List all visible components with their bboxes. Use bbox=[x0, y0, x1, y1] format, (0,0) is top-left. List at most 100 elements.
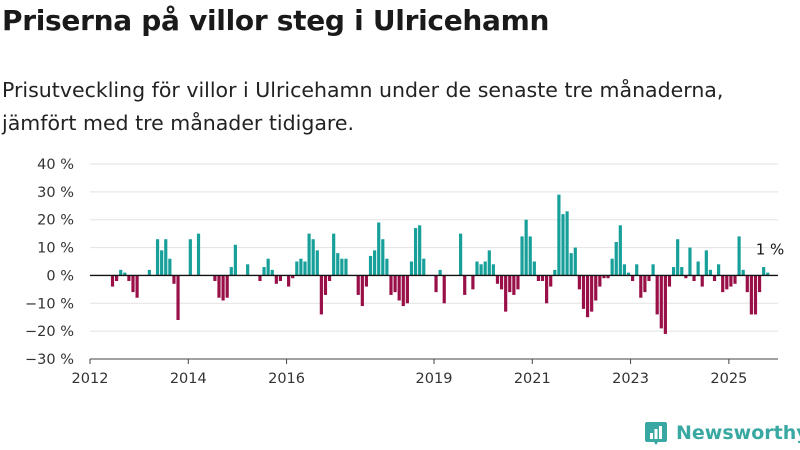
bar-negative bbox=[659, 275, 663, 329]
bar-positive bbox=[418, 225, 422, 276]
x-tick-label: 2023 bbox=[612, 371, 649, 387]
bar-negative bbox=[135, 275, 139, 298]
bar-positive bbox=[524, 219, 528, 276]
bars bbox=[110, 194, 770, 334]
x-tick-label: 2021 bbox=[514, 371, 551, 387]
bar-positive bbox=[188, 239, 192, 276]
bar-positive bbox=[704, 250, 708, 276]
bar-positive bbox=[409, 261, 414, 276]
bar-negative bbox=[745, 275, 749, 293]
bar-negative bbox=[131, 275, 135, 293]
bar-positive bbox=[340, 258, 344, 276]
bar-negative bbox=[127, 275, 131, 281]
bar-positive bbox=[479, 264, 483, 276]
bar-positive bbox=[422, 258, 426, 276]
bar-positive bbox=[676, 239, 680, 276]
bar-positive bbox=[483, 261, 487, 276]
y-tick-label: −20 % bbox=[25, 324, 74, 340]
bar-positive bbox=[344, 258, 348, 276]
bar-negative bbox=[655, 275, 659, 315]
bar-positive bbox=[557, 194, 561, 276]
bar-negative bbox=[217, 275, 221, 298]
y-tick-label: 0 % bbox=[46, 268, 74, 284]
bar-positive bbox=[160, 250, 164, 276]
bar-negative bbox=[471, 275, 475, 290]
y-tick-label: −10 % bbox=[25, 296, 74, 312]
x-tick-label: 2019 bbox=[416, 371, 453, 387]
bar-negative bbox=[176, 275, 180, 320]
y-tick-labels: 40 % 30 % 20 % 10 % 0 % −10 % −20 % −30 % bbox=[25, 157, 74, 368]
bar-positive bbox=[147, 269, 151, 276]
bar-negative bbox=[274, 275, 278, 284]
bar-positive bbox=[717, 264, 721, 276]
bar-negative bbox=[643, 275, 647, 293]
bar-negative bbox=[647, 275, 651, 281]
bar-positive bbox=[377, 222, 381, 276]
bar-positive bbox=[373, 250, 377, 276]
newsworthy-logo-icon bbox=[645, 422, 667, 445]
bar-positive bbox=[168, 258, 172, 276]
bar-positive bbox=[413, 228, 418, 276]
bar-negative bbox=[590, 275, 594, 312]
bar-positive bbox=[246, 264, 250, 276]
bar-negative bbox=[606, 275, 610, 279]
bar-positive bbox=[266, 258, 270, 276]
bar-positive bbox=[155, 239, 160, 276]
bar-positive bbox=[119, 269, 123, 276]
bar-positive bbox=[311, 239, 315, 276]
bar-negative bbox=[512, 275, 516, 295]
bar-positive bbox=[561, 214, 565, 276]
bar-negative bbox=[725, 275, 729, 290]
bar-negative bbox=[549, 275, 553, 287]
bar-negative bbox=[581, 275, 586, 309]
bar-negative bbox=[397, 275, 401, 301]
x-tick-label: 2016 bbox=[268, 371, 305, 387]
x-tick-label: 2025 bbox=[710, 371, 747, 387]
bar-negative bbox=[221, 275, 225, 301]
bar-negative bbox=[278, 275, 283, 281]
bar-negative bbox=[225, 275, 229, 298]
bar-negative bbox=[172, 275, 176, 284]
bar-positive bbox=[381, 239, 385, 276]
bar-negative bbox=[667, 275, 672, 287]
brand-name: Newsworthy bbox=[676, 422, 800, 444]
bar-positive bbox=[553, 269, 557, 276]
y-tick-label: 20 % bbox=[37, 213, 74, 229]
bar-positive bbox=[671, 267, 676, 276]
bar-negative bbox=[684, 275, 688, 279]
bar-negative bbox=[721, 275, 725, 293]
bar-positive bbox=[610, 258, 614, 276]
bar-negative bbox=[733, 275, 737, 284]
bar-chart: 40 %30 %20 %10 %0 %−10 %−20 %−30 % 2012 2… bbox=[25, 157, 785, 387]
y-tick-label: 10 % bbox=[37, 241, 74, 257]
bar-negative bbox=[692, 275, 696, 281]
bar-positive bbox=[651, 264, 655, 276]
last-value-label: 1 % bbox=[756, 241, 785, 259]
bar-negative bbox=[585, 275, 590, 318]
bar-negative bbox=[434, 275, 438, 293]
bar-positive bbox=[737, 236, 741, 276]
bar-positive bbox=[332, 233, 336, 276]
bar-negative bbox=[356, 275, 360, 295]
bar-positive bbox=[164, 239, 168, 276]
bar-positive bbox=[491, 264, 495, 276]
bar-positive bbox=[438, 269, 442, 276]
bar-negative bbox=[319, 275, 323, 315]
bar-negative bbox=[712, 275, 717, 281]
bar-positive bbox=[233, 244, 237, 276]
bar-positive bbox=[270, 269, 274, 276]
bar-negative bbox=[291, 275, 295, 279]
bar-positive bbox=[569, 253, 573, 276]
bar-positive bbox=[123, 272, 127, 276]
bar-positive bbox=[565, 211, 569, 276]
newsworthy-brand: Newsworthy bbox=[644, 420, 800, 446]
grid-lines bbox=[90, 163, 778, 360]
bar-negative bbox=[442, 275, 446, 304]
bar-positive bbox=[618, 225, 622, 276]
bar-negative bbox=[213, 275, 217, 281]
bar-positive bbox=[532, 261, 536, 276]
bar-negative bbox=[115, 275, 119, 281]
bar-negative bbox=[401, 275, 405, 307]
bar-positive bbox=[487, 250, 491, 276]
bar-positive bbox=[573, 247, 577, 276]
